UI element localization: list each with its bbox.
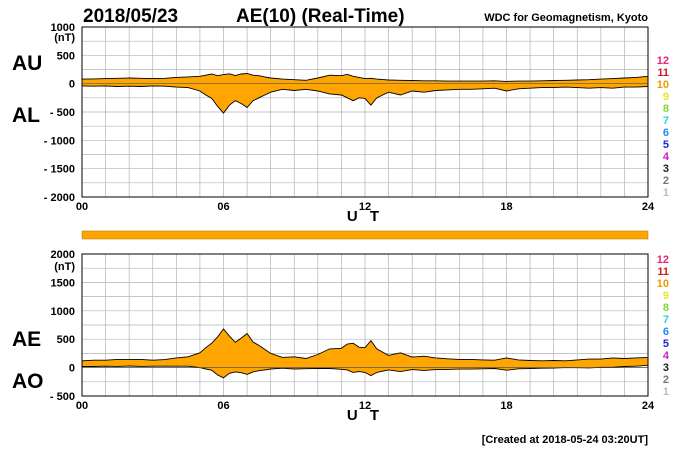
station-count-label: 6 [663,127,669,139]
y-tick-label: 2000 [51,249,75,261]
x-tick-label: 24 [642,201,655,213]
chart-title: AE(10) (Real-Time) [236,6,405,27]
y-tick-label: 1000 [51,22,75,34]
y-tick-label: - 1500 [44,164,75,176]
index-label-ao: AO [12,370,44,393]
station-count-label: 12 [657,55,669,67]
y-tick-label: 500 [57,50,75,62]
station-count-label: 8 [663,103,669,115]
y-tick-label: 1000 [51,306,75,318]
y-unit-label: (nT) [54,261,75,273]
station-count-label: 11 [657,266,669,278]
station-count-label: 1 [663,187,669,199]
station-count-label: 12 [657,254,669,266]
station-count-label: 5 [663,338,669,350]
index-label-ae: AE [12,328,41,351]
series-line-al [81,85,649,114]
station-count-label: 10 [657,278,669,290]
station-count-label: 9 [663,290,669,302]
station-count-label: 2 [663,175,669,187]
y-tick-label: 0 [69,79,75,91]
series-line-ao [82,364,649,379]
y-tick-label: - 500 [50,107,75,119]
station-count-label: 7 [663,115,669,127]
source-label: WDC for Geomagnetism, Kyoto [484,12,648,24]
station-count-label: 4 [663,350,670,362]
plot-frame [81,26,649,198]
band-fill-area [82,329,648,378]
x-tick-label: 18 [500,201,512,213]
x-tick-label: 12 [359,400,371,412]
station-count-label: 8 [663,302,669,314]
created-timestamp: [Created at 2018-05-24 03:20UT] [482,434,649,446]
y-tick-label: - 2000 [44,192,75,204]
x-axis-label: U T [347,407,383,424]
station-count-label: 6 [663,326,669,338]
y-tick-label: 500 [57,334,75,346]
station-count-label: 7 [663,314,669,326]
station-count-label: 2 [663,374,669,386]
station-count-label: 3 [663,362,669,374]
station-count-label: 1 [663,386,669,398]
y-tick-label: 1500 [51,277,75,289]
station-count-label: 5 [663,139,669,151]
station-count-label: 4 [663,151,670,163]
x-tick-label: 12 [359,201,371,213]
y-tick-label: 0 [69,363,75,375]
x-axis-label: U T [347,208,383,225]
index-label-al: AL [12,104,40,127]
station-count-label: 10 [657,79,669,91]
x-tick-label: 06 [217,201,229,213]
station-count-label: 11 [657,67,669,79]
date-title: 2018/05/23 [83,6,178,27]
x-tick-label: 18 [500,400,512,412]
series-line-au [81,73,649,82]
series-line-ae [81,328,649,362]
x-tick-label: 00 [76,201,88,213]
plot-frame [81,253,649,397]
station-coverage-bar [81,230,649,240]
x-tick-label: 00 [76,400,88,412]
au-al-panel: 1000 500 0 - 500 - 1000 - 1500 - 2000 (nT) 00 06 1… [12,22,670,225]
y-unit-label: (nT) [54,32,75,44]
station-count-label: 9 [663,91,669,103]
x-tick-label: 06 [217,400,229,412]
index-label-au: AU [12,52,42,75]
station-count-label: 3 [663,163,669,175]
x-tick-label: 24 [642,400,655,412]
y-tick-label: - 500 [50,391,75,403]
y-tick-label: - 1000 [44,135,75,147]
